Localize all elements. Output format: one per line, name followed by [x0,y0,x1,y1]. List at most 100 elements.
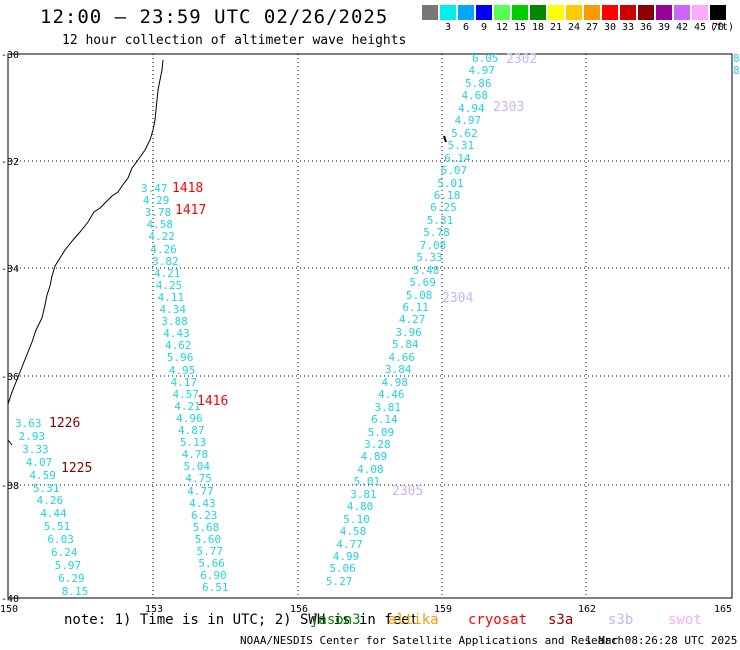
wave-height-value: 4.68 [461,89,489,103]
wave-height-value: 5.78 [423,226,450,240]
legend-label: 18 [531,22,545,33]
legend-label: 15 [513,22,527,33]
wave-height-value: 6.29 [58,571,85,585]
map-title: 12:00 – 23:59 UTC 02/26/2025 [40,6,389,28]
wave-height-value: 4.44 [40,507,67,521]
legend-swatch [692,5,708,20]
wave-height-value: 4.94 [458,101,485,115]
wave-height-value: 5.84 [391,338,419,352]
pass-label: 2302 [506,52,538,67]
wave-height-value: 5.33 [416,251,443,265]
longitude-label: 159 [434,604,452,615]
longitude-label: 153 [145,604,163,615]
wave-height-value: 5.62 [451,126,478,140]
latitude-label: -32 [1,157,19,168]
legend-label: 39 [657,22,671,33]
pass-label: 1226 [49,416,81,431]
legend-swatch [656,5,672,20]
wave-height-value: 5.96 [166,351,194,365]
wave-height-value: 6.24 [51,546,78,559]
footer-timestamp: 1 Mar 08:26:28 UTC 2025 [585,634,738,647]
legend-swatch [476,5,492,20]
pass-label: 2303 [493,100,525,115]
satellite-label: s3b [608,612,634,628]
coastline [7,59,164,405]
wave-height-value: 4.43 [163,327,190,341]
legend-unit: (ft) [710,22,735,33]
wave-height-value: 3.81 [350,487,377,501]
latitude-label: -34 [1,264,19,275]
pass-label: 1416 [197,394,229,409]
wave-height-value: 5.08 [405,288,433,302]
wave-height-value: 4.58 [339,525,367,539]
wave-height-value: 6.18 [433,188,461,202]
wave-height-value: 5.31 [33,481,60,495]
latitude-label: -40 [1,594,19,605]
wave-height-value: 8 [733,64,740,77]
pass-label: 1225 [61,461,93,476]
wave-height-value: 6.07 [440,164,468,178]
wave-height-value: 3.88 [161,315,188,329]
wave-height-value: 4.08 [357,462,384,476]
map-frame [7,53,733,599]
wave-height-value: 5.86 [465,76,492,90]
wave-height-value: 4.97 [468,64,496,78]
legend-label: 9 [480,22,488,33]
coastline-tasmania [7,439,13,446]
wave-height-value: 3.78 [144,206,172,220]
legend-swatch [584,5,600,20]
wave-height-value: 4.77 [336,537,363,551]
wave-height-value: 6.23 [190,508,218,522]
wave-height-value: 4.95 [168,363,196,377]
wave-height-value: 4.46 [378,388,405,402]
wave-height-value: 4.58 [146,218,174,232]
legend-label: 42 [675,22,689,33]
legend-swatch [512,5,528,20]
wave-height-value: 6.90 [200,569,227,583]
wave-height-value: 5.01 [437,176,464,190]
longitude-label: 156 [290,604,308,615]
wave-height-value: 8 [733,52,740,65]
wave-height-value: 4.07 [25,455,53,469]
wave-height-value: 4.96 [176,411,203,425]
wave-height-value: 4.21 [174,399,201,413]
wave-height-value: 5.77 [196,545,224,558]
wave-height-value: 7.08 [419,238,447,252]
wave-height-value: 4.78 [181,448,209,462]
pass-label: 2305 [392,484,424,499]
wave-height-value: 5.97 [54,558,82,572]
legend-label: 21 [549,22,563,33]
wave-height-value: 4.89 [360,450,388,464]
legend-label: 12 [495,22,509,33]
wave-height-value: 4.97 [454,114,482,128]
wave-height-value: 4.17 [170,375,198,389]
legend-swatch [494,5,510,20]
legend-swatch [620,5,636,20]
legend-swatch [530,5,546,20]
wave-height-value: 3.82 [152,254,179,268]
wave-height-value: 5.04 [183,460,211,474]
wave-height-value: 4.87 [178,424,205,437]
legend-label: 3 [444,22,452,33]
wave-height-value: 5.01 [353,475,381,489]
wave-height-value: 5.31 [426,213,454,227]
latitude-label: -36 [1,372,19,383]
legend-swatch [440,5,456,20]
wave-height-value: 4.34 [159,303,187,316]
wave-height-legend: (ft) 3 6 9 12 15 18 21 24 27 30 33 36 39 42 45 70 [422,5,734,37]
wave-height-value: 5.51 [43,520,71,534]
wave-height-value: 8.15 [61,584,89,598]
wave-height-value: 5.31 [447,139,475,153]
pass-label: 1417 [175,203,207,218]
legend-label: 30 [603,22,617,33]
legend-swatch [638,5,654,20]
legend-swatch [458,5,474,20]
longitude-label: 162 [578,604,596,615]
wave-height-value: 4.22 [148,230,175,244]
wave-height-value: 6.51 [202,581,229,595]
legend-label: 33 [621,22,635,33]
legend-swatch [422,5,438,20]
wave-height-value: 3.84 [385,363,412,377]
satellite-label: swot [668,612,702,628]
wave-height-value: 4.59 [29,468,56,482]
